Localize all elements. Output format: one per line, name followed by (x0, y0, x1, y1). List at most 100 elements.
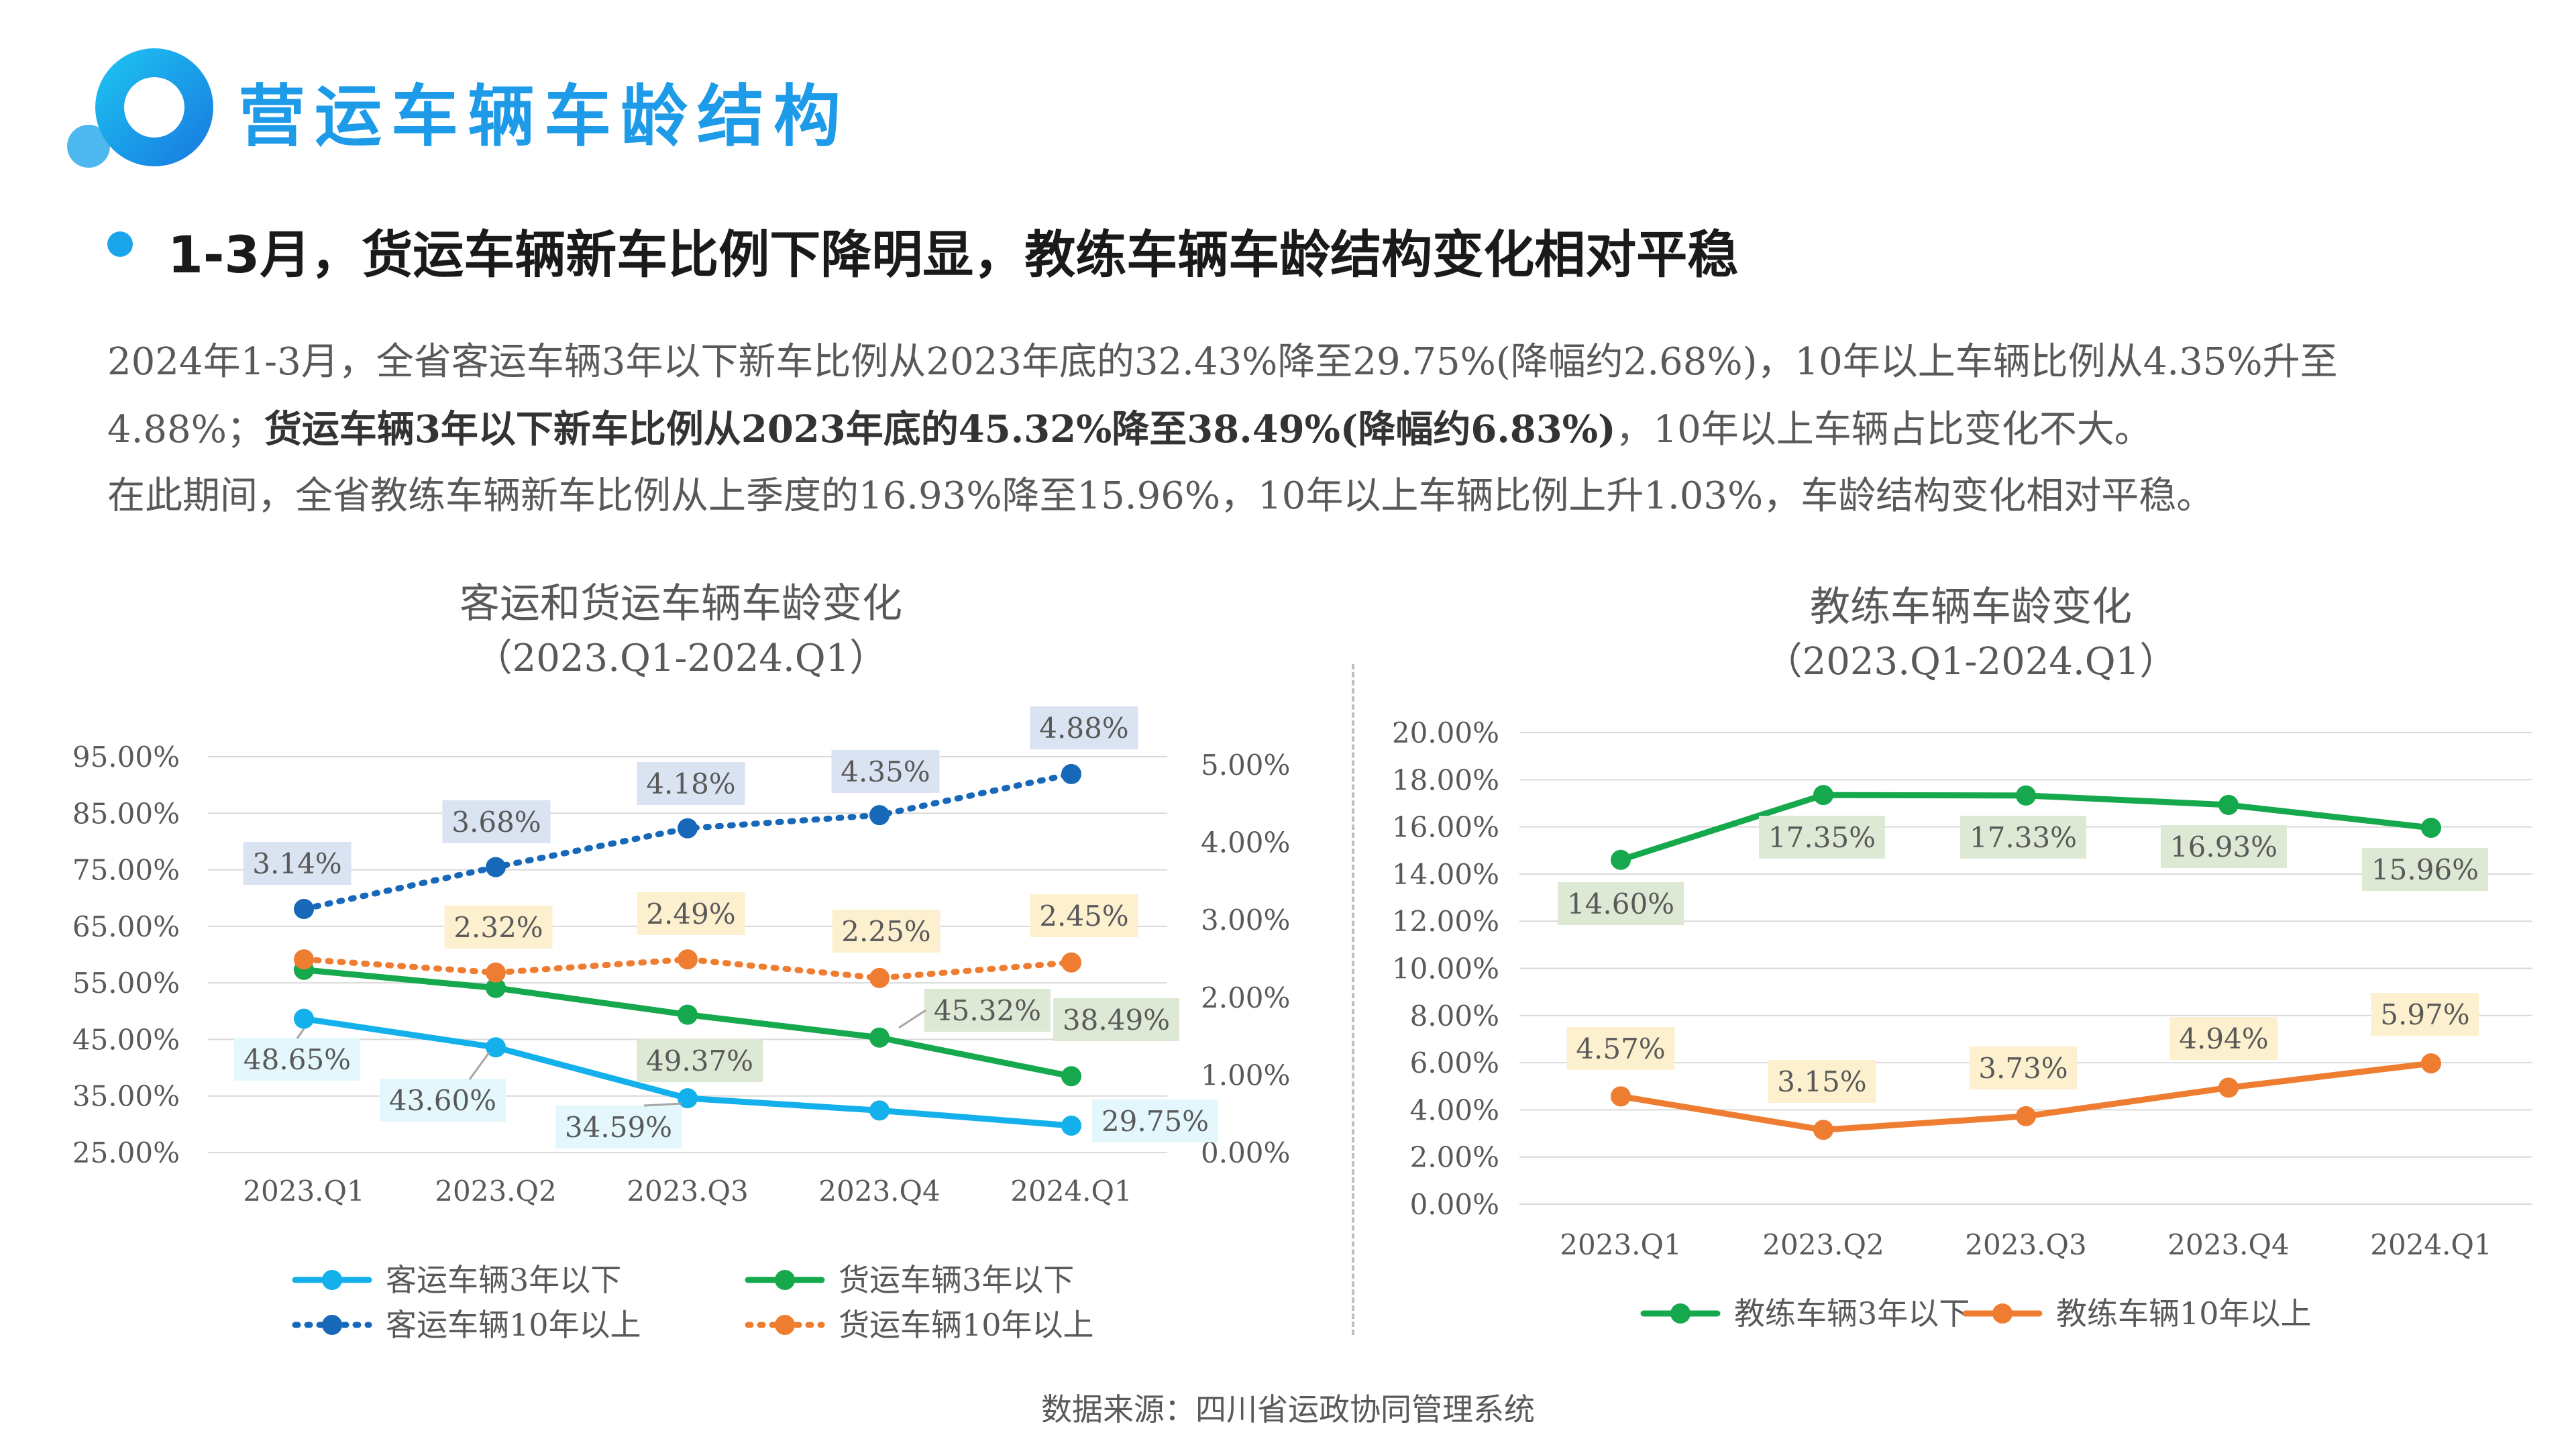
chart2-data-label: 3.73% (1978, 1052, 2068, 1085)
chart1-data-label-bg (444, 906, 553, 949)
chart2-point-s0 (2421, 818, 2441, 839)
chart1-data-label-bg (831, 750, 940, 793)
chart2-point-s0 (2218, 794, 2239, 815)
chart1-point-s1 (1061, 1066, 1081, 1087)
chart1-data-label: 2.45% (1039, 900, 1128, 932)
chart1-data-label-bg (1092, 1099, 1218, 1142)
chart1-y-right-tick: 3.00% (1201, 904, 1290, 936)
chart1-point-s2 (1061, 763, 1081, 784)
chart2-data-label: 3.15% (1777, 1065, 1866, 1098)
chart1-x-tick: 2023.Q3 (627, 1175, 748, 1208)
chart2-y-tick: 2.00% (1410, 1141, 1499, 1174)
chart2-x-tick: 2023.Q1 (1560, 1228, 1681, 1261)
chart1-point-s3 (1061, 952, 1081, 973)
chart2-data-label: 17.33% (1970, 821, 2077, 854)
chart2-y-tick: 20.00% (1392, 716, 1499, 749)
chart1-legend-passenger-3y-marker (322, 1270, 342, 1290)
chart1-data-label-bg (555, 1106, 682, 1148)
chart1-point-s0 (294, 1008, 314, 1029)
chart1-data-label: 38.49% (1063, 1004, 1170, 1036)
chart2-data-label: 5.97% (2380, 998, 2469, 1031)
chart1-y-left-tick: 55.00% (72, 967, 180, 1000)
chart2-point-s0 (1813, 785, 1833, 806)
chart1-x-tick: 2023.Q4 (818, 1175, 940, 1208)
chart2-data-label-bg (1566, 1027, 1675, 1070)
chart2-title: 教练车辆车龄变化 (1810, 584, 2132, 631)
chart1-legend-freight-10y-marker (775, 1315, 795, 1335)
chart1-point-s2 (486, 857, 506, 877)
chart1-y-left-tick: 75.00% (72, 854, 180, 887)
chart1-data-label: 49.37% (646, 1044, 753, 1077)
chart1-point-s3 (869, 967, 890, 988)
chart1-y-right-tick: 4.00% (1201, 826, 1290, 859)
chart1-data-label: 3.68% (451, 806, 541, 839)
paragraph-line-2-post: ，10年以上车辆占比变化不大。 (1615, 408, 2152, 451)
chart1-point-s0 (1061, 1115, 1081, 1136)
data-source: 数据来源：四川省运政协同管理系统 (1041, 1391, 1535, 1428)
chart2-y-tick: 8.00% (1410, 1000, 1499, 1032)
chart1-data-label-bg (234, 1038, 360, 1081)
chart2-legend-coach-10y-label: 教练车辆10年以上 (2056, 1295, 2312, 1332)
chart2-data-label: 4.57% (1576, 1032, 1665, 1065)
logo-icon (67, 48, 213, 168)
chart2-data-label-bg (2169, 1017, 2278, 1060)
chart2-data-label: 16.93% (2170, 830, 2277, 863)
chart1-y-left-tick: 45.00% (72, 1023, 180, 1056)
chart1-data-label: 2.49% (646, 898, 735, 930)
paragraph-line-2-pre: 4.88%； (107, 408, 264, 451)
chart2-y-tick: 16.00% (1392, 811, 1499, 844)
chart1-x-tick: 2024.Q1 (1010, 1175, 1132, 1208)
chart2-y-tick: 12.00% (1392, 905, 1499, 938)
chart1-point-s1 (869, 1027, 890, 1048)
chart1-subtitle: （2023.Q1-2024.Q1） (475, 637, 888, 680)
chart2-subtitle: （2023.Q1-2024.Q1） (1765, 640, 2178, 684)
chart1-series-line-2 (301, 771, 1075, 912)
chart1-leader-line (898, 1009, 926, 1029)
chart1-x-tick: 2023.Q2 (435, 1175, 556, 1208)
chart1-point-s1 (486, 977, 506, 998)
chart2-x-tick: 2024.Q1 (2370, 1228, 2491, 1261)
chart2-data-label-bg (1969, 1046, 2078, 1089)
chart2-x-tick: 2023.Q2 (1762, 1228, 1884, 1261)
chart1-y-left-tick: 35.00% (72, 1080, 180, 1113)
chart1-data-label-bg (637, 892, 745, 935)
chart2-x-tick: 2023.Q4 (2167, 1228, 2289, 1261)
paragraph-line-2: 4.88%；货运车辆3年以下新车比例从2023年底的45.32%降至38.49%… (107, 396, 2536, 464)
chart2-y-tick: 0.00% (1410, 1188, 1499, 1221)
chart2-point-s0 (1611, 849, 1631, 870)
chart1-y-left-tick: 95.00% (72, 741, 180, 773)
slide-title: 营运车辆车龄结构 (238, 77, 850, 156)
chart1-point-s0 (869, 1100, 890, 1121)
chart1-data-label: 34.59% (565, 1111, 672, 1144)
chart2-data-label-bg (1768, 1060, 1876, 1103)
chart2-point-s1 (1813, 1120, 1833, 1140)
chart2-x-tick: 2023.Q3 (1965, 1228, 2086, 1261)
chart1-point-s0 (678, 1088, 698, 1109)
chart1-data-label-bg (1030, 706, 1138, 749)
chart2-y-tick: 18.00% (1392, 763, 1499, 796)
chart1-data-label-bg (832, 910, 941, 953)
chart2-legend-coach-3y-label: 教练车辆3年以下 (1734, 1295, 1970, 1332)
chart1-y-left-tick: 65.00% (72, 910, 180, 943)
chart1-point-s0 (486, 1037, 506, 1058)
chart1-data-label-bg (243, 842, 352, 885)
chart2-legend-coach-3y-marker (1670, 1303, 1690, 1324)
chart1-legend-passenger-10y-marker (322, 1315, 342, 1335)
chart-divider (1352, 664, 1354, 1335)
paragraph-line-1: 2024年1-3月，全省客运车辆3年以下新车比例从2023年底的32.43%降至… (107, 340, 2338, 384)
chart2-data-label: 17.35% (1768, 821, 1876, 854)
paragraph-line-2-bold: 货运车辆3年以下新车比例从2023年底的45.32%降至38.49%(降幅约6.… (264, 407, 1616, 451)
chart2-y-tick: 6.00% (1410, 1046, 1499, 1079)
chart1-data-label: 4.18% (646, 767, 735, 800)
chart1-x-tick: 2023.Q1 (243, 1175, 364, 1208)
chart1-data-label-bg (1030, 894, 1138, 937)
chart1-y-right-tick: 2.00% (1201, 981, 1290, 1014)
chart1-data-label: 4.88% (1039, 712, 1128, 745)
chart1-point-s2 (678, 818, 698, 839)
chart1-y-right-tick: 5.00% (1201, 749, 1290, 782)
headline: 1-3月，货运车辆新车比例下降明显，教练车辆车龄结构变化相对平稳 (168, 225, 1739, 284)
chart2-point-s0 (2016, 785, 2036, 806)
chart1-point-s3 (486, 962, 506, 983)
chart1-data-label: 43.60% (389, 1084, 496, 1117)
chart1-data-label-bg (380, 1079, 506, 1122)
